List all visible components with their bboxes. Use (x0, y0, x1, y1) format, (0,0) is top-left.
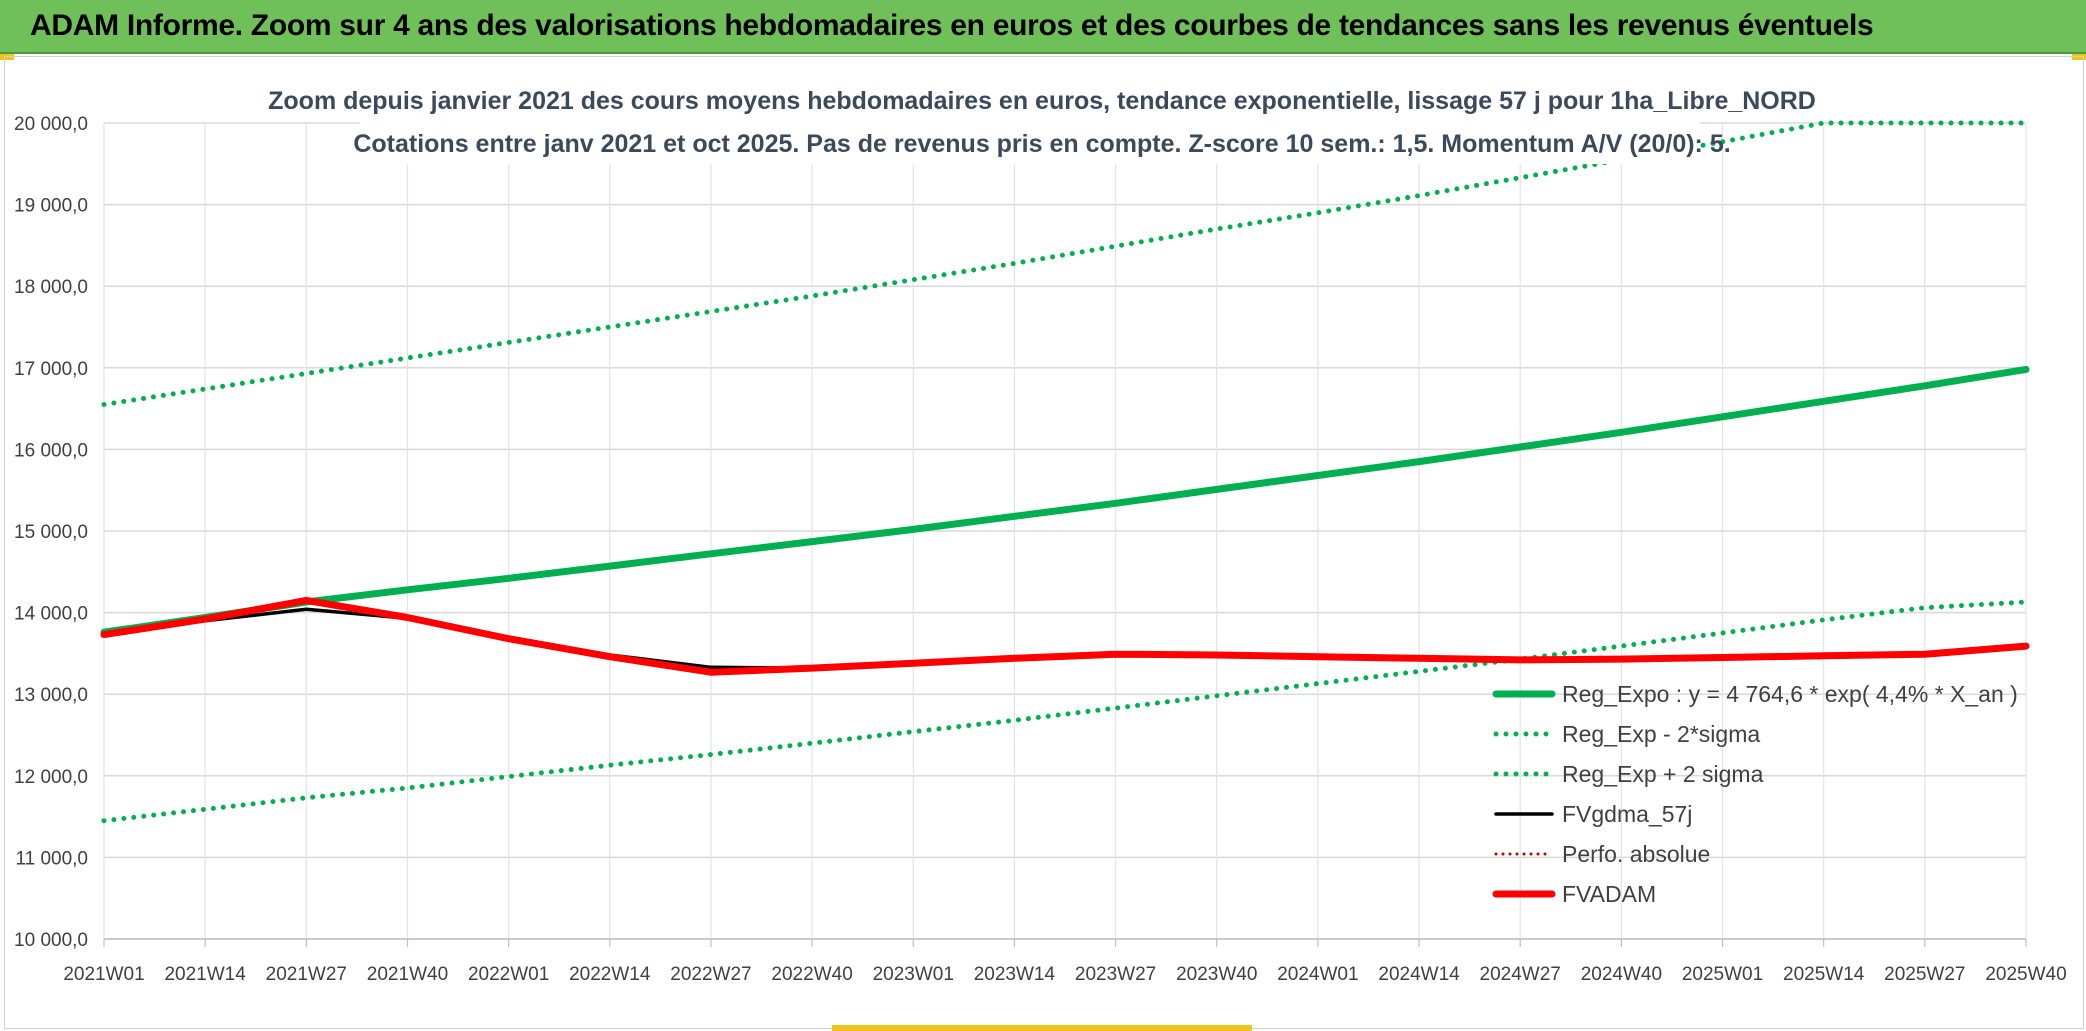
x-tick-label: 2022W14 (569, 964, 651, 985)
accent-corner-right (2072, 54, 2086, 60)
x-tick-label: 2023W40 (1176, 964, 1257, 985)
y-tick-label: 14 000,0 (14, 604, 88, 625)
legend: Reg_Expo : y = 4 764,6 * exp( 4,4% * X_a… (1492, 681, 2018, 907)
axes: 20 000,0 19 000,0 18 000,0 17 000,0 16 000,0… (14, 114, 2067, 985)
y-tick-label: 17 000,0 (14, 359, 88, 380)
chart-titles: Zoom depuis janvier 2021 des cours moyen… (268, 78, 1816, 164)
y-tick-label: 19 000,0 (14, 196, 88, 217)
legend-label: Reg_Expo : y = 4 764,6 * exp( 4,4% * X_a… (1562, 681, 2018, 707)
y-tick-label: 16 000,0 (14, 440, 88, 461)
accent-corner-left (0, 54, 14, 60)
x-tick-label: 2025W27 (1884, 964, 1965, 985)
x-tick-label: 2023W14 (974, 964, 1056, 985)
legend-label: Reg_Exp + 2 sigma (1562, 761, 1764, 787)
x-tick-label: 2024W27 (1480, 964, 1561, 985)
legend-label: Reg_Exp - 2*sigma (1562, 721, 1760, 747)
legend-label: FVADAM (1562, 881, 1656, 907)
x-tick-label: 2021W01 (63, 964, 144, 985)
x-tick-label: 2025W14 (1783, 964, 1865, 985)
x-tick-label: 2024W14 (1378, 964, 1460, 985)
page-title: ADAM Informe. Zoom sur 4 ans des valoris… (30, 9, 1874, 42)
banner: ADAM Informe. Zoom sur 4 ans des valoris… (0, 0, 2086, 54)
y-tick-label: 12 000,0 (14, 767, 88, 788)
x-tick-label: 2021W14 (164, 964, 246, 985)
accent-edge-bottom (832, 1025, 1252, 1031)
x-tick-label: 2022W27 (670, 964, 751, 985)
legend-label: Perfo. absolue (1562, 841, 1710, 867)
x-tick-label: 2025W40 (1985, 964, 2066, 985)
x-tick-label: 2022W01 (468, 964, 549, 985)
y-tick-label: 15 000,0 (14, 522, 88, 543)
x-tick-label: 2021W40 (367, 964, 448, 985)
y-tick-label: 11 000,0 (15, 848, 88, 869)
series-line-reg-exp-2-sigma (101, 599, 2029, 824)
x-tick-label: 2023W27 (1075, 964, 1156, 985)
x-tick-label: 2025W01 (1682, 964, 1763, 985)
y-tick-label: 10 000,0 (14, 930, 88, 951)
y-tick-label: 20 000,0 (14, 114, 88, 135)
series-line-reg-exp-2-sigma (101, 120, 2029, 407)
chart-subtitle: Cotations entre janv 2021 et oct 2025. P… (353, 130, 1730, 158)
series-line-reg-expo-y-4-764-6-exp-4-4-x-an (100, 365, 2030, 636)
x-tick-label: 2021W27 (266, 964, 347, 985)
x-tick-label: 2022W40 (771, 964, 852, 985)
legend-label: FVgdma_57j (1562, 801, 1692, 827)
y-tick-label: 18 000,0 (14, 277, 88, 298)
x-tick-label: 2024W01 (1277, 964, 1358, 985)
series-layer (100, 120, 2030, 824)
x-tick-label: 2024W40 (1581, 964, 1662, 985)
series-line-fvadam (100, 596, 2030, 676)
x-tick-label: 2023W01 (873, 964, 954, 985)
y-tick-label: 13 000,0 (14, 685, 88, 706)
grid (103, 122, 2027, 940)
chart-title: Zoom depuis janvier 2021 des cours moyen… (268, 87, 1816, 115)
